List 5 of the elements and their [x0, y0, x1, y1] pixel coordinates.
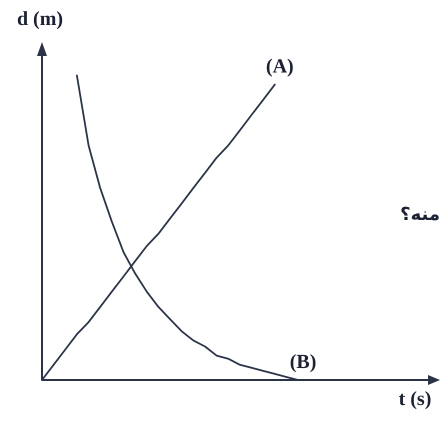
text: منه؟ — [400, 204, 440, 225]
series-label: (B) — [290, 351, 316, 373]
x-axis-title: t (s) — [398, 388, 432, 410]
series-label: (A) — [266, 56, 294, 78]
y-axis-title: d (m) — [16, 8, 64, 30]
